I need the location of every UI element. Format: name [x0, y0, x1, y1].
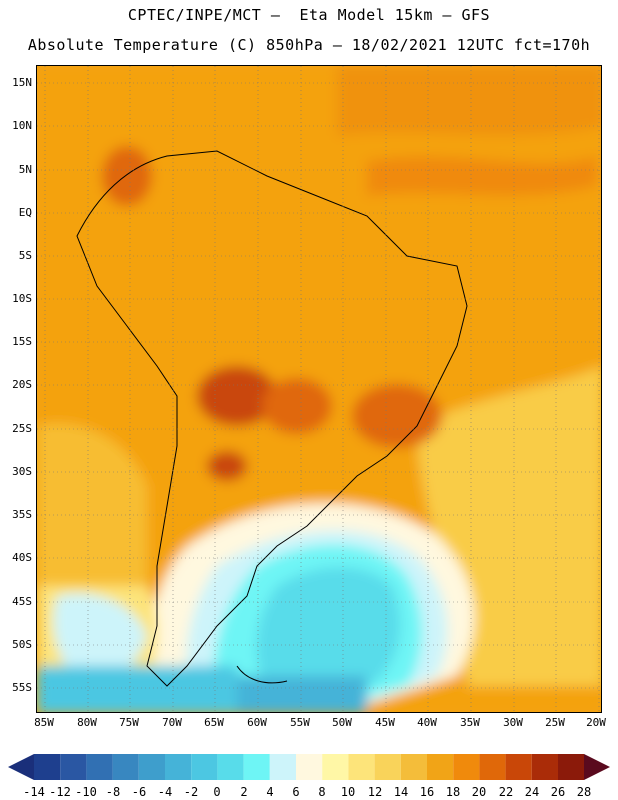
lat-label-15n: 15N	[12, 76, 32, 89]
legend-arrow-right	[584, 754, 610, 780]
graticule	[37, 66, 601, 712]
legend-label: 22	[498, 785, 514, 799]
lat-label-20s: 20S	[12, 378, 32, 391]
chart-title-line-1: CPTEC/INPE/MCT – Eta Model 15km – GFS	[127, 6, 491, 24]
legend-label: 24	[524, 785, 540, 799]
legend-label: -10	[75, 785, 97, 799]
lon-label-65w: 65W	[204, 716, 224, 729]
lon-label-70w: 70W	[162, 716, 182, 729]
temperature-field	[37, 66, 601, 712]
lat-label-10n: 10N	[12, 119, 32, 132]
legend-swatch-13	[374, 754, 401, 780]
legend-swatch-2	[86, 754, 113, 780]
legend-swatch-5	[165, 754, 192, 780]
legend-swatch-6	[191, 754, 218, 780]
legend-swatch-0	[34, 754, 61, 780]
lon-label-50w: 50W	[332, 716, 352, 729]
legend-label: 2	[240, 785, 248, 799]
legend-label: -2	[183, 785, 199, 799]
legend-label: 6	[292, 785, 300, 799]
legend-swatch-3	[112, 754, 139, 780]
map-canvas	[37, 66, 601, 712]
legend-label: -4	[157, 785, 173, 799]
lat-label-eq: EQ	[18, 206, 32, 219]
legend-swatch-14	[400, 754, 427, 780]
coastlines	[76, 150, 468, 687]
temperature-map	[36, 65, 602, 713]
lon-label-45w: 45W	[375, 716, 395, 729]
legend-label: -12	[49, 785, 71, 799]
legend-swatch-20	[558, 754, 585, 780]
lon-label-75w: 75W	[119, 716, 139, 729]
legend-label: 8	[318, 785, 326, 799]
lon-label-60w: 60W	[247, 716, 267, 729]
lat-label-5n: 5N	[18, 163, 32, 176]
legend-swatch-15	[427, 754, 454, 780]
legend-label: -6	[131, 785, 147, 799]
legend-swatch-7	[217, 754, 244, 780]
legend-swatch-11	[322, 754, 349, 780]
color-scale-legend	[0, 750, 618, 798]
legend-label: 18	[445, 785, 461, 799]
legend-label: 10	[340, 785, 356, 799]
legend-label: 28	[576, 785, 592, 799]
legend-label: 20	[471, 785, 487, 799]
lat-label-55s: 55S	[12, 681, 32, 694]
legend-label: 0	[213, 785, 221, 799]
legend-bar	[8, 754, 610, 780]
legend-swatch-10	[296, 754, 323, 780]
lat-label-40s: 40S	[12, 551, 32, 564]
legend-label: 12	[367, 785, 383, 799]
legend-swatch-18	[505, 754, 532, 780]
legend-label: 26	[550, 785, 566, 799]
lon-label-80w: 80W	[77, 716, 97, 729]
legend-swatch-19	[531, 754, 558, 780]
legend-label: 14	[393, 785, 409, 799]
legend-swatch-1	[60, 754, 87, 780]
lat-label-35s: 35S	[12, 508, 32, 521]
lon-label-55w: 55W	[290, 716, 310, 729]
lon-label-35w: 35W	[460, 716, 480, 729]
lon-label-85w: 85W	[34, 716, 54, 729]
lon-label-20w: 20W	[586, 716, 606, 729]
lat-label-30s: 30S	[12, 465, 32, 478]
legend-swatch-9	[269, 754, 296, 780]
legend-arrow-left	[8, 754, 34, 780]
lat-label-45s: 45S	[12, 595, 32, 608]
lon-label-40w: 40W	[417, 716, 437, 729]
lat-label-25s: 25S	[12, 422, 32, 435]
lon-label-25w: 25W	[545, 716, 565, 729]
legend-swatch-8	[243, 754, 270, 780]
lat-label-5s: 5S	[18, 249, 32, 262]
legend-label: 4	[266, 785, 274, 799]
legend-swatch-12	[348, 754, 375, 780]
legend-label: -8	[105, 785, 121, 799]
legend-swatch-17	[479, 754, 506, 780]
lat-label-15s: 15S	[12, 335, 32, 348]
lon-label-30w: 30W	[503, 716, 523, 729]
legend-label: -14	[23, 785, 45, 799]
lat-label-10s: 10S	[12, 292, 32, 305]
legend-swatch-4	[138, 754, 165, 780]
legend-label: 16	[419, 785, 435, 799]
legend-swatch-16	[453, 754, 480, 780]
lat-label-50s: 50S	[12, 638, 32, 651]
chart-title-line-2: Absolute Temperature (C) 850hPa – 18/02/…	[27, 36, 591, 54]
